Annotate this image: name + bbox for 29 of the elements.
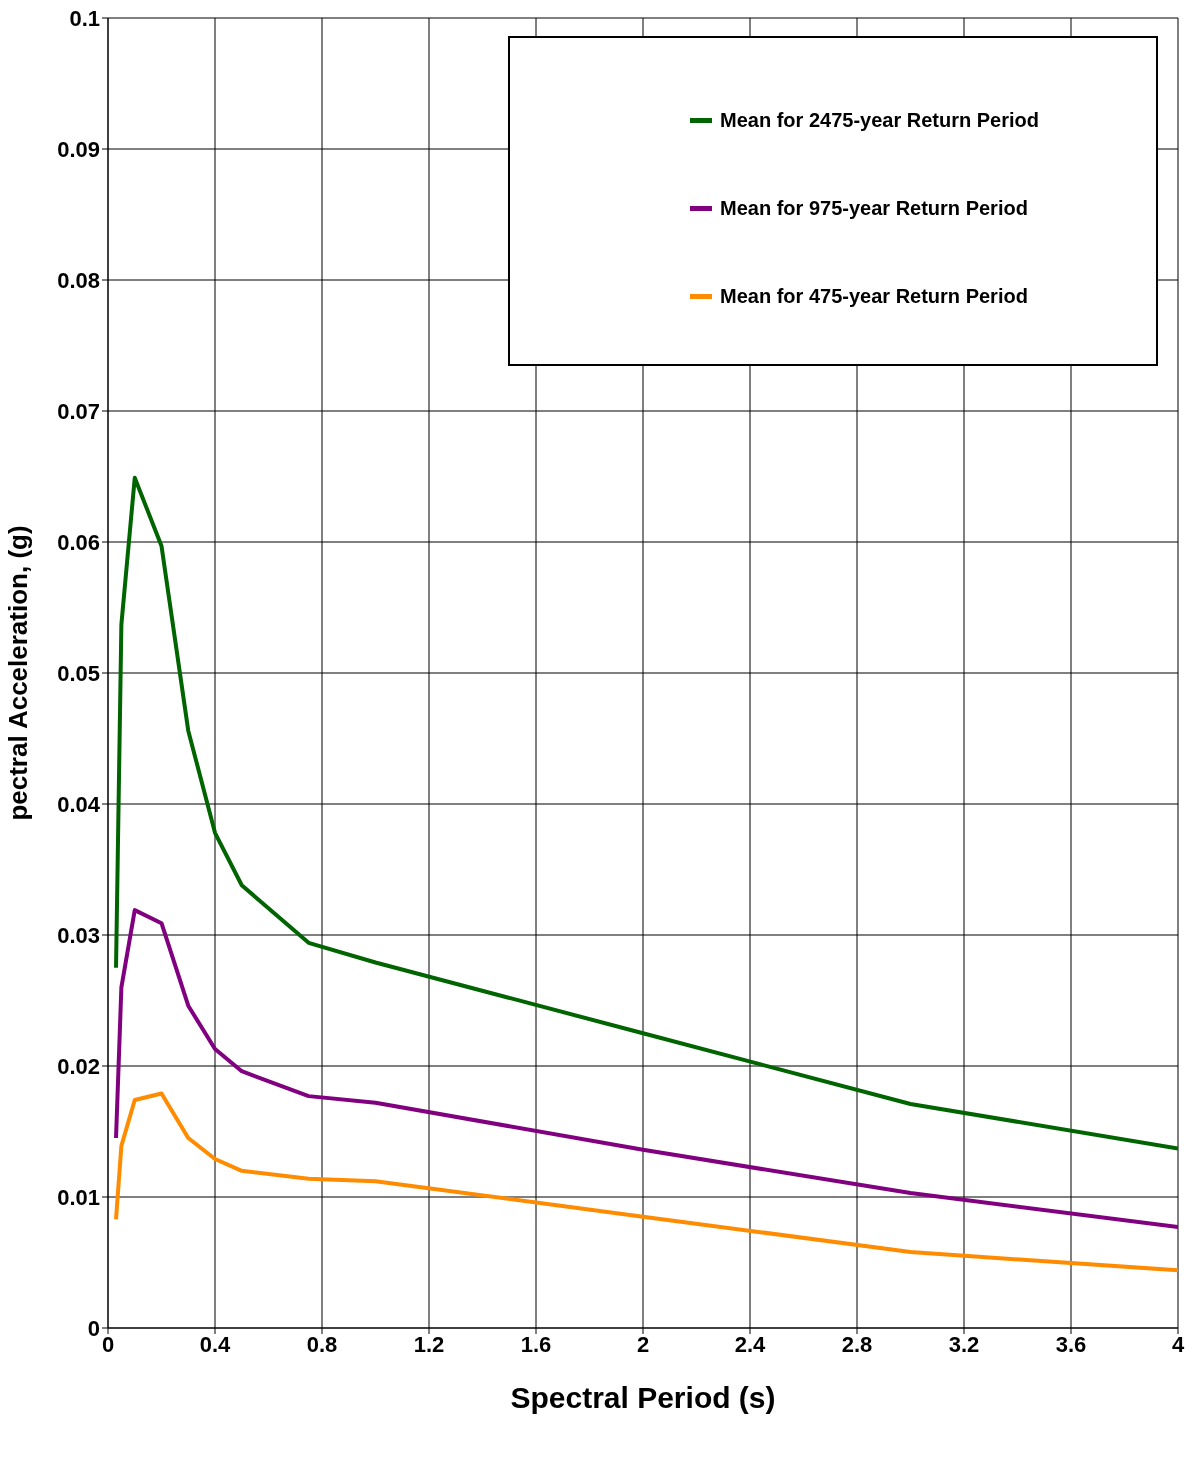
x-tick-label: 0.8	[306, 1331, 338, 1357]
y-tick-label: 0.06	[57, 529, 100, 555]
y-tick-label: 0	[87, 1315, 100, 1341]
y-tick-label: 0.04	[57, 791, 101, 817]
line-series	[114, 908, 1178, 1230]
y-tick-label: 0.08	[57, 267, 100, 293]
x-tick-label: 2.8	[841, 1331, 873, 1357]
legend-label: Mean for 975-year Return Period	[720, 196, 1028, 220]
line-series	[114, 475, 1178, 1151]
x-tick-label: 3.6	[1055, 1331, 1087, 1357]
x-tick-label: 3.2	[948, 1331, 980, 1357]
x-axis-title: Spectral Period (s)	[510, 1381, 776, 1414]
y-tick-label: 0.1	[69, 5, 100, 31]
y-axis-title: pectral Acceleration, (g)	[3, 525, 34, 821]
x-tick-label: 4	[1171, 1331, 1185, 1357]
line-series	[114, 1091, 1178, 1273]
legend-label: Mean for 2475-year Return Period	[720, 108, 1039, 132]
y-tick-label: 0.09	[57, 136, 100, 162]
y-tick-label: 0.03	[57, 922, 100, 948]
y-tick-label: 0.07	[57, 398, 100, 424]
x-tick-label: 2.4	[734, 1331, 767, 1357]
x-tick-label: 0.4	[199, 1331, 232, 1357]
x-tick-label: 1.6	[520, 1331, 552, 1357]
legend-label: Mean for 475-year Return Period	[720, 284, 1028, 308]
y-tick-label: 0.01	[57, 1184, 100, 1210]
y-tick-label: 0.02	[57, 1053, 100, 1079]
x-tick-label: 2	[636, 1331, 650, 1357]
x-tick-label: 1.2	[413, 1331, 445, 1357]
y-tick-label: 0.05	[57, 660, 100, 686]
